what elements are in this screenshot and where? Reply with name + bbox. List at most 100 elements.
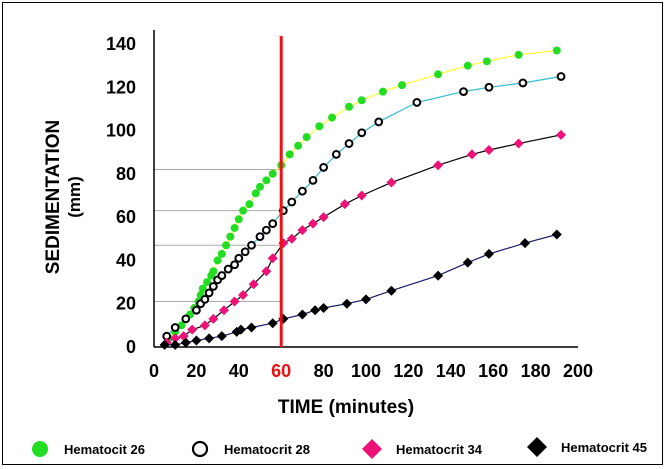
marker-point [302,133,311,142]
marker-point [208,313,219,324]
marker-point [198,284,207,293]
marker-point [315,122,324,131]
marker-point [170,333,181,344]
marker-point [204,288,214,298]
marker-point [331,149,341,159]
marker-point [484,82,494,92]
marker-point [463,61,472,70]
marker-point [356,190,367,201]
x-tick-label: 120 [393,361,423,381]
marker-point [256,182,264,191]
x-tick-label: 200 [563,361,593,381]
y-tick-label: 20 [116,294,136,314]
marker-point [433,270,444,281]
marker-point [268,219,278,229]
marker-point [556,129,567,140]
marker-point [386,177,397,188]
marker-point [374,117,384,127]
marker-point [217,271,227,280]
marker-point [238,290,249,301]
marker-point [483,145,494,156]
marker-point [267,318,278,329]
marker-point [267,253,278,264]
y-tick-label: 100 [106,121,136,141]
marker-point [462,257,473,268]
marker-point [298,186,307,196]
marker-point [229,296,240,307]
marker-point [208,282,218,291]
marker-point [191,335,202,346]
marker-point [159,339,170,350]
marker-point [268,169,277,178]
series-line-4 [164,233,557,346]
legend-item-2: Hematocrit 28 [191,440,310,458]
y-tick-labels: 0 20 40 60 80 100 120 140 [106,34,136,357]
x-tick-label: 20 [186,361,206,381]
marker-point [310,305,321,316]
x-tick-label: 100 [351,361,381,381]
marker-point [255,232,265,242]
marker-point [204,333,215,344]
legend-item-3: Hematocrit 34 [362,439,483,459]
x-tick-label: 160 [478,361,508,381]
marker-point [234,253,244,263]
series-markers-3 [161,129,567,348]
marker-point [192,305,201,315]
legend-label: Hematocrit 34 [396,442,483,457]
series-markers-2 [162,72,566,341]
x-tick-label: 80 [314,361,334,381]
x-tick-label: 180 [521,361,551,381]
marker-point [285,150,294,159]
marker-point [203,278,211,287]
y-tick-label: 60 [116,207,136,227]
y-tick-label: 40 [116,250,136,270]
x-axis-title: TIME (minutes) [278,397,414,418]
marker-point [483,248,494,259]
marker-point [200,294,210,304]
marker-point [344,139,354,148]
marker-point [434,70,443,79]
marker-point [230,223,239,232]
marker-point [328,113,337,122]
marker-point [308,175,318,185]
marker-point [240,247,250,257]
marker-point [261,225,271,235]
marker-point [226,232,235,241]
legend-label: Hematocrit 45 [561,440,647,455]
marker-point [245,200,254,209]
marker-point [213,256,222,265]
marker-point [308,218,318,229]
marker-point [261,266,272,277]
y-axis-unit: (mm) [65,176,84,218]
marker-point [246,322,257,333]
marker-point [552,46,561,55]
marker-point [357,128,367,138]
series-markers-4 [159,229,562,350]
marker-point [378,87,387,96]
x-tick-label: 40 [229,361,249,381]
marker-point [339,199,350,210]
marker-point [514,50,523,59]
axes [153,30,578,348]
marker-point [223,264,233,274]
marker-point [209,267,218,276]
legend-item-4: Hematocrit 45 [527,437,647,457]
marker-point [187,324,198,335]
marker-point [248,279,259,290]
marker-point [181,314,191,324]
marker-point [217,249,226,258]
marker-point [297,225,308,236]
marker-point [170,339,181,350]
marker-point [398,81,407,90]
marker-point [412,98,422,107]
marker-point [318,212,329,223]
legend-item-1: Hematocit 26 [32,441,145,457]
marker-point [551,229,562,240]
marker-point [433,160,444,171]
legend-label: Hematocit 26 [64,442,145,457]
legend-marker [527,437,547,457]
marker-point [518,78,528,88]
marker-point [235,324,246,335]
marker-point [287,197,297,207]
marker-point [341,298,352,309]
